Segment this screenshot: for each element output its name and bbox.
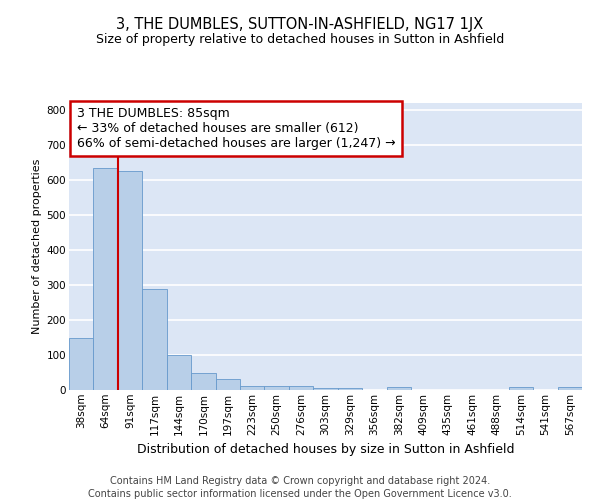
Bar xyxy=(289,386,313,390)
Bar xyxy=(94,168,118,390)
Text: 3 THE DUMBLES: 85sqm
← 33% of detached houses are smaller (612)
66% of semi-deta: 3 THE DUMBLES: 85sqm ← 33% of detached h… xyxy=(77,107,395,150)
Bar xyxy=(167,354,191,390)
Bar xyxy=(557,387,582,390)
Bar xyxy=(509,387,533,390)
Bar xyxy=(338,388,362,390)
Text: Contains public sector information licensed under the Open Government Licence v3: Contains public sector information licen… xyxy=(88,489,512,499)
Bar xyxy=(313,388,338,390)
Text: Size of property relative to detached houses in Sutton in Ashfield: Size of property relative to detached ho… xyxy=(96,32,504,46)
Bar xyxy=(191,373,215,390)
Bar xyxy=(265,386,289,390)
Bar xyxy=(240,386,265,390)
X-axis label: Distribution of detached houses by size in Sutton in Ashfield: Distribution of detached houses by size … xyxy=(137,443,514,456)
Bar xyxy=(386,387,411,390)
Text: 3, THE DUMBLES, SUTTON-IN-ASHFIELD, NG17 1JX: 3, THE DUMBLES, SUTTON-IN-ASHFIELD, NG17… xyxy=(116,18,484,32)
Bar xyxy=(118,171,142,390)
Bar xyxy=(215,380,240,390)
Y-axis label: Number of detached properties: Number of detached properties xyxy=(32,158,43,334)
Bar xyxy=(142,288,167,390)
Bar xyxy=(69,338,94,390)
Text: Contains HM Land Registry data © Crown copyright and database right 2024.: Contains HM Land Registry data © Crown c… xyxy=(110,476,490,486)
